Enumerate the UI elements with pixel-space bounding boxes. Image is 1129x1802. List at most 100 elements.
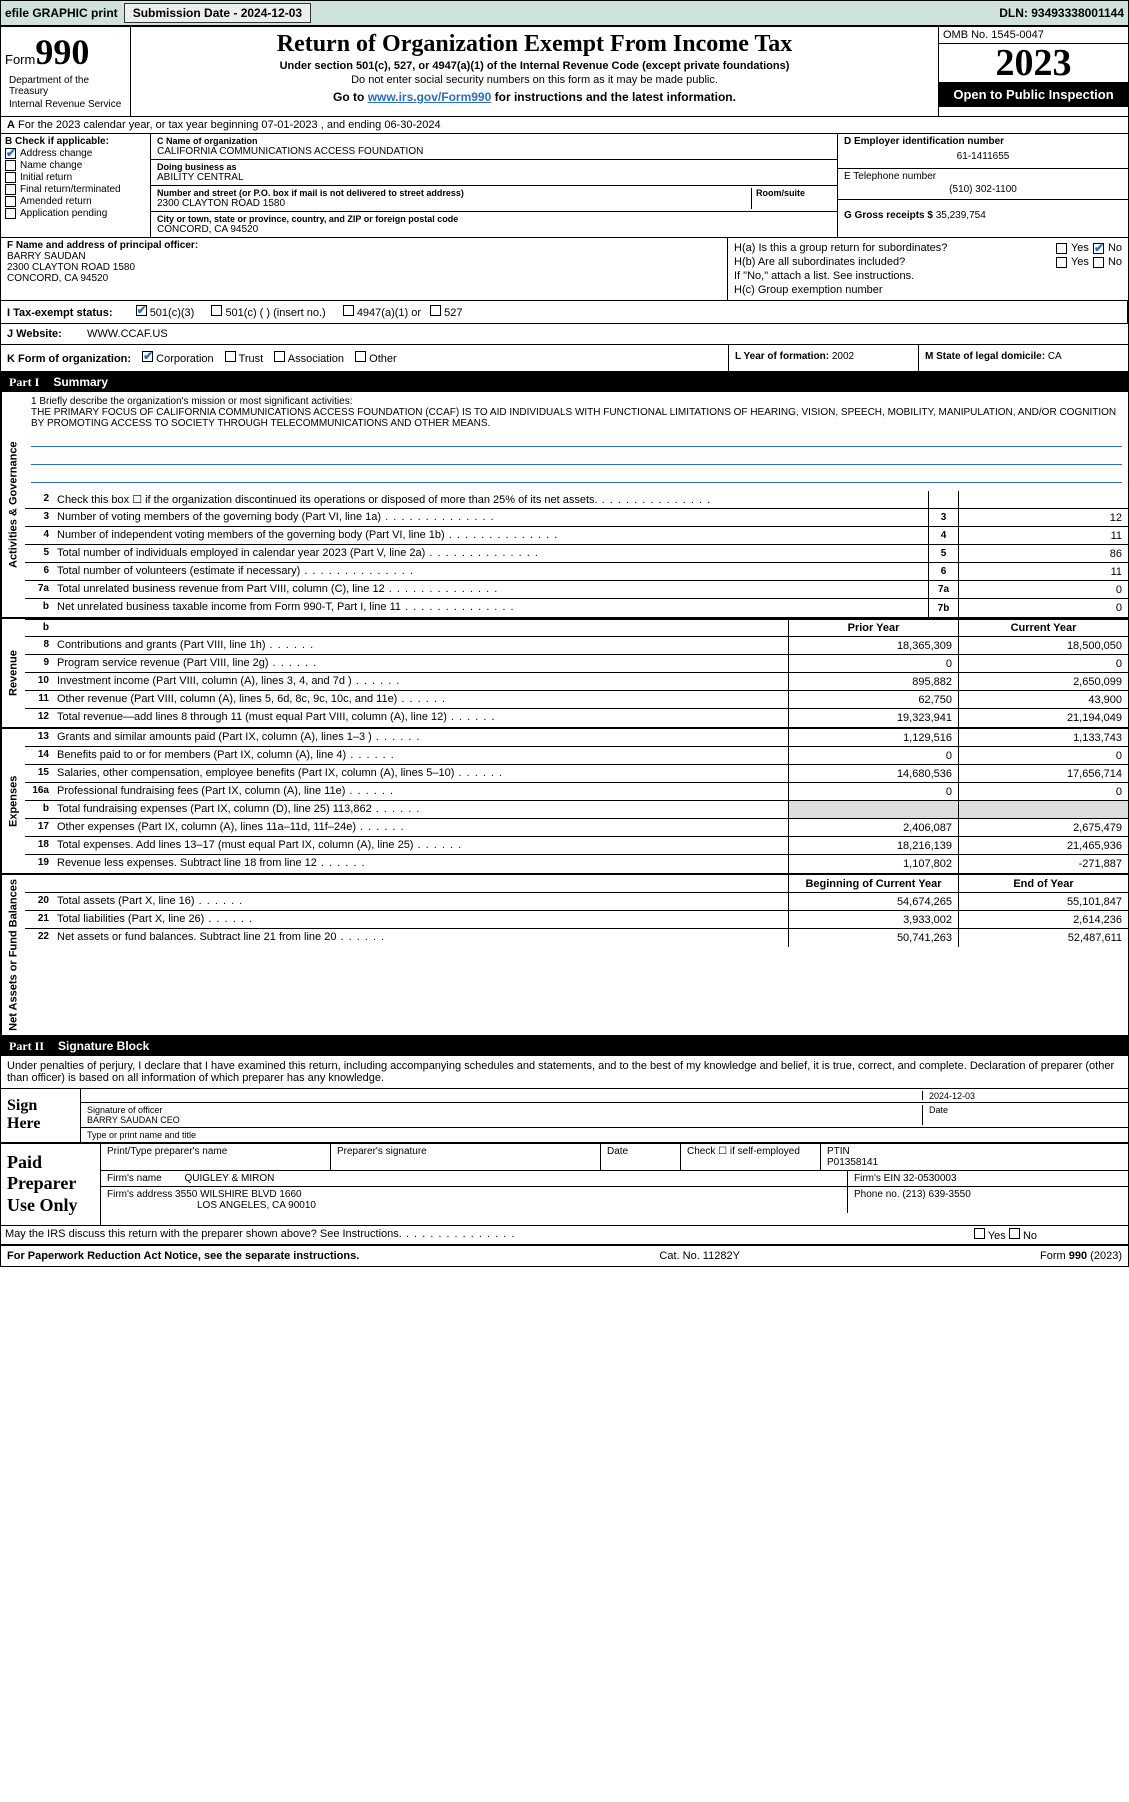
exp-line-16a: Professional fundraising fees (Part IX, … bbox=[53, 783, 788, 800]
exp-prior-b bbox=[788, 801, 958, 818]
exp-current-17: 2,675,479 bbox=[958, 819, 1128, 836]
chk-4947[interactable] bbox=[343, 305, 354, 316]
chk-501c3[interactable] bbox=[136, 305, 147, 316]
chk-other[interactable] bbox=[355, 351, 366, 362]
exp-prior-13: 1,129,516 bbox=[788, 729, 958, 746]
chk-corp[interactable] bbox=[142, 351, 153, 362]
gov-val-3: 12 bbox=[958, 509, 1128, 526]
net-current-22: 52,487,611 bbox=[958, 929, 1128, 947]
part2-header: Part II Signature Block bbox=[1, 1037, 1128, 1056]
firm-ein: 32-0530003 bbox=[903, 1173, 956, 1184]
chk-address-change[interactable] bbox=[5, 148, 16, 159]
rev-prior-12: 19,323,941 bbox=[788, 709, 958, 727]
org-dba: ABILITY CENTRAL bbox=[157, 172, 831, 183]
website-value: WWW.CCAF.US bbox=[81, 324, 1128, 344]
exp-prior-15: 14,680,536 bbox=[788, 765, 958, 782]
chk-assoc[interactable] bbox=[274, 351, 285, 362]
gross-receipts: 35,239,754 bbox=[936, 210, 986, 221]
section-bcd: B Check if applicable: Address change Na… bbox=[1, 134, 1128, 238]
gov-val-b: 0 bbox=[958, 599, 1128, 617]
ptin: P01358141 bbox=[827, 1157, 878, 1168]
chk-trust[interactable] bbox=[225, 351, 236, 362]
gov-val-4: 11 bbox=[958, 527, 1128, 544]
hdr-end: End of Year bbox=[958, 875, 1128, 892]
exp-prior-14: 0 bbox=[788, 747, 958, 764]
exp-current-b bbox=[958, 801, 1128, 818]
org-city: CONCORD, CA 94520 bbox=[157, 224, 831, 235]
rev-line-12: Total revenue—add lines 8 through 11 (mu… bbox=[53, 709, 788, 727]
vtab-governance: Activities & Governance bbox=[1, 392, 25, 617]
rev-current-12: 21,194,049 bbox=[958, 709, 1128, 727]
gov-line-4: Number of independent voting members of … bbox=[53, 527, 928, 544]
chk-ha-no[interactable] bbox=[1093, 243, 1104, 254]
net-prior-22: 50,741,263 bbox=[788, 929, 958, 947]
row-a-taxyear: A For the 2023 calendar year, or tax yea… bbox=[1, 117, 1128, 134]
chk-initial-return[interactable] bbox=[5, 172, 16, 183]
org-name: CALIFORNIA COMMUNICATIONS ACCESS FOUNDAT… bbox=[157, 146, 831, 157]
exp-line-17: Other expenses (Part IX, column (A), lin… bbox=[53, 819, 788, 836]
discuss-row: May the IRS discuss this return with the… bbox=[1, 1226, 1128, 1246]
paid-preparer-block: Paid Preparer Use Only Print/Type prepar… bbox=[1, 1144, 1128, 1226]
hdr-current-year: Current Year bbox=[958, 620, 1128, 636]
chk-527[interactable] bbox=[430, 305, 441, 316]
vtab-revenue: Revenue bbox=[1, 619, 25, 727]
row-klm: K Form of organization: Corporation Trus… bbox=[1, 345, 1128, 373]
principal-officer: F Name and address of principal officer:… bbox=[1, 238, 728, 300]
col-c-org: C Name of organization CALIFORNIA COMMUN… bbox=[151, 134, 838, 237]
vtab-expenses: Expenses bbox=[1, 729, 25, 873]
exp-current-16a: 0 bbox=[958, 783, 1128, 800]
chk-hb-no[interactable] bbox=[1093, 257, 1104, 268]
gov-val-7a: 0 bbox=[958, 581, 1128, 598]
col-d-ein: D Employer identification number 61-1411… bbox=[838, 134, 1128, 237]
dln-label: DLN: 93493338001144 bbox=[999, 6, 1124, 20]
submission-date-btn[interactable]: Submission Date - 2024-12-03 bbox=[124, 3, 311, 23]
firm-name: QUIGLEY & MIRON bbox=[184, 1173, 274, 1184]
row-j-website: J Website: WWW.CCAF.US bbox=[1, 324, 1128, 345]
org-street: 2300 CLAYTON ROAD 1580 bbox=[157, 198, 751, 209]
row-fh: F Name and address of principal officer:… bbox=[1, 238, 1128, 301]
section-net-assets: Net Assets or Fund Balances Beginning of… bbox=[1, 875, 1128, 1037]
gov-line-b: Net unrelated business taxable income fr… bbox=[53, 599, 928, 617]
mission-block: 1 Briefly describe the organization's mi… bbox=[25, 392, 1128, 491]
col-b-checkboxes: B Check if applicable: Address change Na… bbox=[1, 134, 151, 237]
gov-val-2 bbox=[958, 491, 1128, 508]
rev-prior-8: 18,365,309 bbox=[788, 637, 958, 654]
firm-phone: (213) 639-3550 bbox=[902, 1189, 970, 1200]
chk-final-return[interactable] bbox=[5, 184, 16, 195]
exp-line-b: Total fundraising expenses (Part IX, col… bbox=[53, 801, 788, 818]
chk-amended[interactable] bbox=[5, 196, 16, 207]
chk-501c[interactable] bbox=[211, 305, 222, 316]
group-return: H(a) Is this a group return for subordin… bbox=[728, 238, 1128, 300]
hdr-prior-year: Prior Year bbox=[788, 620, 958, 636]
gov-val-5: 86 bbox=[958, 545, 1128, 562]
chk-ha-yes[interactable] bbox=[1056, 243, 1067, 254]
section-governance: Activities & Governance 1 Briefly descri… bbox=[1, 392, 1128, 619]
perjury-declaration: Under penalties of perjury, I declare th… bbox=[1, 1056, 1128, 1089]
efile-label: efile GRAPHIC print bbox=[5, 6, 118, 20]
net-line-22: Net assets or fund balances. Subtract li… bbox=[53, 929, 788, 947]
section-expenses: Expenses 13 Grants and similar amounts p… bbox=[1, 729, 1128, 875]
irs-link[interactable]: www.irs.gov/Form990 bbox=[368, 90, 492, 104]
sign-here-block: Sign Here 2024-12-03 Signature of office… bbox=[1, 1089, 1128, 1144]
chk-discuss-no[interactable] bbox=[1009, 1228, 1020, 1239]
row-i-tax-status: I Tax-exempt status: 501(c)(3) 501(c) ( … bbox=[1, 301, 1128, 324]
page-footer: For Paperwork Reduction Act Notice, see … bbox=[1, 1246, 1128, 1266]
firm-addr2: LOS ANGELES, CA 90010 bbox=[197, 1200, 316, 1211]
rev-line-10: Investment income (Part VIII, column (A)… bbox=[53, 673, 788, 690]
exp-current-19: -271,887 bbox=[958, 855, 1128, 873]
gov-val-6: 11 bbox=[958, 563, 1128, 580]
chk-name-change[interactable] bbox=[5, 160, 16, 171]
exp-line-13: Grants and similar amounts paid (Part IX… bbox=[53, 729, 788, 746]
chk-hb-yes[interactable] bbox=[1056, 257, 1067, 268]
form-title: Return of Organization Exempt From Incom… bbox=[139, 31, 930, 58]
dept-treasury: Department of the Treasury bbox=[5, 73, 126, 99]
chk-discuss-yes[interactable] bbox=[974, 1228, 985, 1239]
exp-current-13: 1,133,743 bbox=[958, 729, 1128, 746]
rev-current-10: 2,650,099 bbox=[958, 673, 1128, 690]
gov-line-6: Total number of volunteers (estimate if … bbox=[53, 563, 928, 580]
rev-current-11: 43,900 bbox=[958, 691, 1128, 708]
exp-line-14: Benefits paid to or for members (Part IX… bbox=[53, 747, 788, 764]
gov-line-7a: Total unrelated business revenue from Pa… bbox=[53, 581, 928, 598]
chk-application[interactable] bbox=[5, 208, 16, 219]
exp-current-18: 21,465,936 bbox=[958, 837, 1128, 854]
